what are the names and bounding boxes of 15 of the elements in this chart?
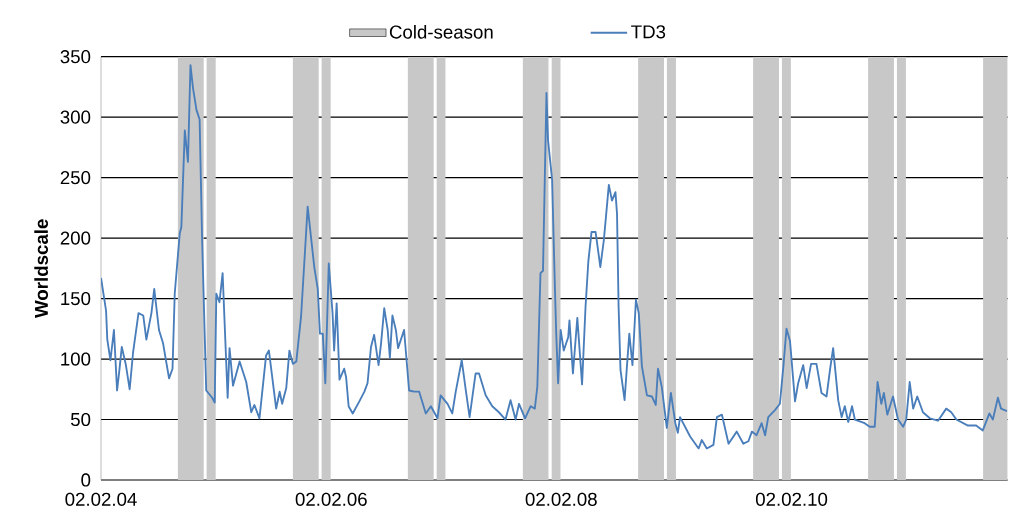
y-tick-label: 200: [60, 231, 91, 245]
legend-label: Cold-season: [389, 24, 493, 39]
x-tick-label: 02.02.04: [65, 492, 137, 506]
y-axis-title: Worldscale: [34, 219, 48, 318]
y-tick-label: 50: [70, 412, 91, 427]
x-tick-label: 02.02.08: [525, 492, 597, 506]
y-tick-label: 350: [60, 50, 91, 64]
y-tick-label: 150: [61, 291, 91, 306]
y-tick-label: 250: [60, 170, 91, 185]
y-tick-label: 0: [81, 473, 91, 487]
x-tick-label: 02.02.06: [295, 492, 367, 506]
y-tick-label: 300: [60, 110, 91, 124]
legend-label: TD3: [631, 25, 666, 39]
x-tick-label: 02.02.10: [755, 492, 828, 506]
y-tick-label: 100: [61, 352, 91, 366]
